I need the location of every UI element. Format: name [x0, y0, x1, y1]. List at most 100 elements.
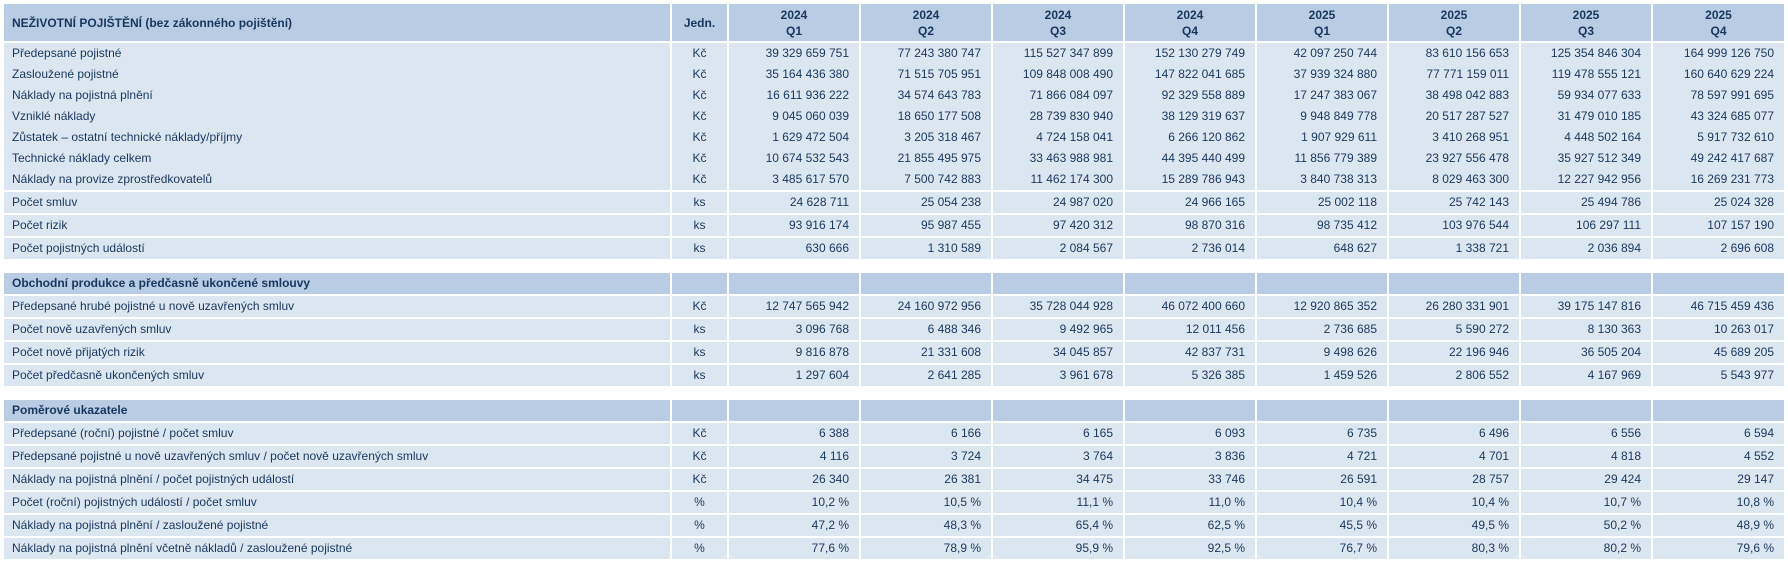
row-label: Náklady na pojistná plnění včetně náklad…: [4, 536, 671, 559]
value-cell-2025-q2: 83 610 156 653: [1387, 42, 1520, 64]
value-cell-2024-q4: 46 072 400 660: [1123, 294, 1256, 318]
value-cell-2024-q3: 65,4 %: [991, 513, 1124, 537]
value-cell-2024-q1: 39 329 659 751: [727, 42, 860, 64]
section-header-empty-cell: [1651, 400, 1784, 422]
value-cell-2025-q1: 11 856 779 389: [1255, 148, 1388, 169]
value-cell-2024-q1: 10,2 %: [727, 490, 860, 514]
value-cell-2025-q1: 10,4 %: [1255, 490, 1388, 514]
section-header-empty-cell: [859, 400, 992, 422]
value-cell-2024-q2: 78,9 %: [859, 536, 992, 559]
value-cell-2025-q2: 5 590 272: [1387, 317, 1520, 341]
section-header-label: Obchodní produkce a předčasně ukončené s…: [4, 273, 671, 295]
column-header-2025-q2: 2025 Q2: [1387, 4, 1520, 43]
value-cell-2025-q2: 49,5 %: [1387, 513, 1520, 537]
value-cell-2024-q1: 630 666: [727, 236, 860, 259]
value-cell-2024-q4: 92,5 %: [1123, 536, 1256, 559]
unit-cell: Kč: [670, 64, 728, 85]
unit-cell: ks: [670, 236, 728, 259]
value-cell-2024-q4: 152 130 279 749: [1123, 42, 1256, 64]
column-header-2024-q2: 2024 Q2: [859, 4, 992, 43]
row-label: Počet nově uzavřených smluv: [4, 317, 671, 341]
value-cell-2025-q3: 4 448 502 164: [1519, 127, 1652, 148]
value-cell-2025-q1: 2 736 685: [1255, 317, 1388, 341]
value-cell-2025-q2: 103 976 544: [1387, 213, 1520, 237]
value-cell-2024-q4: 12 011 456: [1123, 317, 1256, 341]
value-cell-2024-q2: 25 054 238: [859, 190, 992, 214]
value-cell-2025-q3: 106 297 111: [1519, 213, 1652, 237]
column-quarter-label: Q3: [1577, 23, 1594, 38]
value-cell-2024-q1: 1 297 604: [727, 363, 860, 386]
section-header-empty-cell: [1255, 400, 1388, 422]
section-header-row: Obchodní produkce a předčasně ukončené s…: [4, 273, 1784, 295]
table-row: Počet předčasně ukončených smluv ks 1 297 …: [4, 363, 1784, 386]
value-cell-2025-q1: 26 591: [1255, 467, 1388, 491]
value-cell-2025-q1: 12 920 865 352: [1255, 294, 1388, 318]
unit-cell: Kč: [670, 444, 728, 468]
value-cell-2025-q2: 38 498 042 883: [1387, 85, 1520, 106]
value-cell-2024-q3: 11,1 %: [991, 490, 1124, 514]
value-cell-2025-q1: 1 459 526: [1255, 363, 1388, 386]
value-cell-2024-q4: 38 129 319 637: [1123, 106, 1256, 127]
row-label: Vzniklé náklady: [4, 106, 671, 127]
value-cell-2025-q3: 25 494 786: [1519, 190, 1652, 214]
row-label: Počet smluv: [4, 190, 671, 214]
section-header-empty-cell: [727, 273, 860, 295]
section-header-empty-cell: [1255, 273, 1388, 295]
unit-cell: Kč: [670, 294, 728, 318]
value-cell-2025-q3: 119 478 555 121: [1519, 64, 1652, 85]
value-cell-2024-q3: 3 961 678: [991, 363, 1124, 386]
value-cell-2024-q3: 3 764: [991, 444, 1124, 468]
value-cell-2025-q4: 5 917 732 610: [1651, 127, 1784, 148]
value-cell-2025-q3: 8 130 363: [1519, 317, 1652, 341]
value-cell-2024-q1: 77,6 %: [727, 536, 860, 559]
value-cell-2024-q4: 33 746: [1123, 467, 1256, 491]
value-cell-2024-q1: 9 045 060 039: [727, 106, 860, 127]
unit-cell: Kč: [670, 467, 728, 491]
table-row: Náklady na pojistná plnění / zasloužené …: [4, 513, 1784, 537]
value-cell-2024-q3: 9 492 965: [991, 317, 1124, 341]
value-cell-2025-q2: 77 771 159 011: [1387, 64, 1520, 85]
value-cell-2025-q3: 12 227 942 956: [1519, 169, 1652, 191]
value-cell-2025-q1: 9 498 626: [1255, 340, 1388, 364]
value-cell-2025-q3: 59 934 077 633: [1519, 85, 1652, 106]
value-cell-2025-q4: 16 269 231 773: [1651, 169, 1784, 191]
column-header-2024-q3: 2024 Q3: [991, 4, 1124, 43]
value-cell-2025-q4: 107 157 190: [1651, 213, 1784, 237]
row-label: Náklady na pojistná plnění: [4, 85, 671, 106]
value-cell-2024-q4: 98 870 316: [1123, 213, 1256, 237]
value-cell-2025-q1: 3 840 738 313: [1255, 169, 1388, 191]
value-cell-2025-q2: 80,3 %: [1387, 536, 1520, 559]
value-cell-2024-q3: 28 739 830 940: [991, 106, 1124, 127]
value-cell-2024-q2: 21 331 608: [859, 340, 992, 364]
unit-cell: Kč: [670, 421, 728, 445]
value-cell-2025-q1: 76,7 %: [1255, 536, 1388, 559]
value-cell-2025-q2: 1 338 721: [1387, 236, 1520, 259]
value-cell-2025-q4: 160 640 629 224: [1651, 64, 1784, 85]
value-cell-2025-q1: 37 939 324 880: [1255, 64, 1388, 85]
section-header-unit-cell: [670, 400, 728, 422]
column-header-2024-q4: 2024 Q4: [1123, 4, 1256, 43]
table-row: Vzniklé náklady Kč 9 045 060 039 18 650 177…: [4, 106, 1784, 127]
value-cell-2024-q1: 3 485 617 570: [727, 169, 860, 191]
value-cell-2025-q2: 25 742 143: [1387, 190, 1520, 214]
table-row: Náklady na pojistná plnění včetně náklad…: [4, 536, 1784, 559]
value-cell-2024-q2: 1 310 589: [859, 236, 992, 259]
value-cell-2024-q3: 35 728 044 928: [991, 294, 1124, 318]
section-gap-row: [4, 386, 1784, 400]
table-row: Počet nově uzavřených smluv ks 3 096 768 6 …: [4, 317, 1784, 341]
value-cell-2024-q2: 34 574 643 783: [859, 85, 992, 106]
column-header-2025-q3: 2025 Q3: [1519, 4, 1652, 43]
unit-cell: ks: [670, 190, 728, 214]
value-cell-2025-q3: 125 354 846 304: [1519, 42, 1652, 64]
column-quarter-label: Q4: [1710, 23, 1727, 38]
unit-cell: ks: [670, 363, 728, 386]
row-label: Předepsané pojistné u nově uzavřených sm…: [4, 444, 671, 468]
value-cell-2025-q1: 9 948 849 778: [1255, 106, 1388, 127]
value-cell-2025-q3: 31 479 010 185: [1519, 106, 1652, 127]
value-cell-2025-q4: 43 324 685 077: [1651, 106, 1784, 127]
value-cell-2025-q1: 1 907 929 611: [1255, 127, 1388, 148]
column-header-2024-q1: 2024 Q1: [727, 4, 860, 43]
column-header-2025-q4: 2025 Q4: [1651, 4, 1784, 43]
value-cell-2024-q4: 2 736 014: [1123, 236, 1256, 259]
value-cell-2025-q2: 28 757: [1387, 467, 1520, 491]
